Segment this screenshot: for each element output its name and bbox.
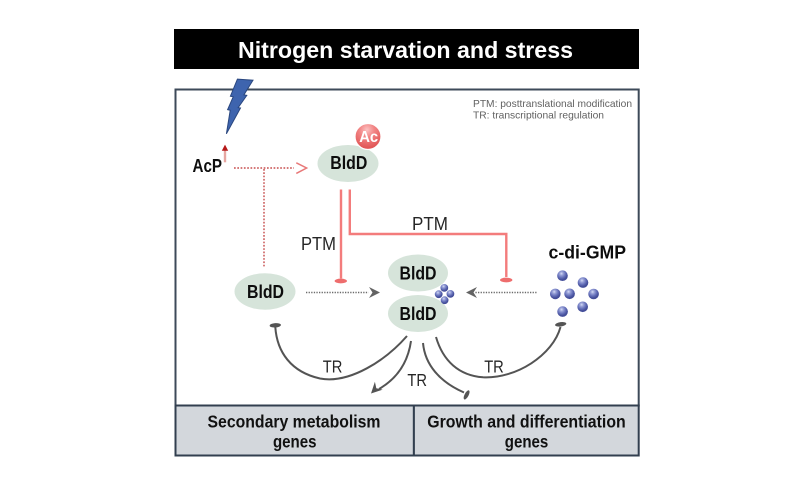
svg-text:Secondary metabolism: Secondary metabolism xyxy=(208,411,381,431)
svg-text:TR: TR xyxy=(484,356,504,376)
svg-text:BldD: BldD xyxy=(247,282,284,302)
svg-text:TR: TR xyxy=(323,356,343,376)
svg-text:Ac: Ac xyxy=(359,129,378,146)
svg-text:c-di-GMP: c-di-GMP xyxy=(549,241,627,262)
svg-text:TR: TR xyxy=(407,370,427,390)
svg-text:PTM: posttranslational modific: PTM: posttranslational modification xyxy=(473,99,632,110)
svg-text:PTM: PTM xyxy=(301,233,336,254)
svg-text:Growth and differentiation: Growth and differentiation xyxy=(427,411,626,431)
svg-text:genes: genes xyxy=(505,431,549,451)
svg-text:PTM: PTM xyxy=(412,213,448,234)
svg-text:BldD: BldD xyxy=(400,304,437,324)
svg-text:AcP: AcP xyxy=(193,156,223,176)
svg-text:genes: genes xyxy=(273,431,317,451)
svg-text:Nitrogen starvation and stress: Nitrogen starvation and stress xyxy=(238,37,573,63)
svg-text:BldD: BldD xyxy=(330,153,367,173)
svg-text:BldD: BldD xyxy=(400,264,437,284)
svg-text:TR: transcriptional regulation: TR: transcriptional regulation xyxy=(473,110,604,121)
